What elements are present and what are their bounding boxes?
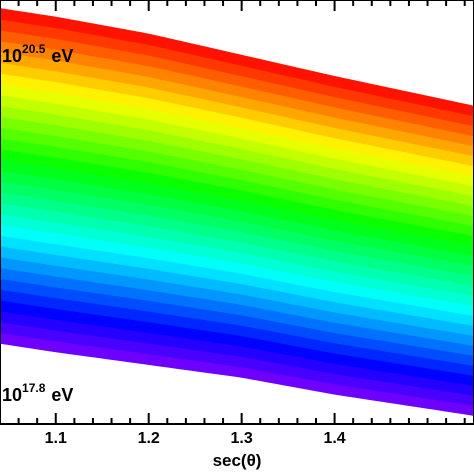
x-axis-label: sec(θ)	[213, 451, 262, 470]
plot-frame	[0, 0, 474, 425]
x-tick-label: 1.4	[323, 430, 345, 447]
x-tick-labels: 1.1 1.2 1.3 1.4	[45, 430, 346, 447]
bottom-energy-label: 1017.8 eV	[2, 381, 73, 405]
energy-band	[0, 8, 474, 117]
x-tick-label: 1.3	[231, 430, 253, 447]
color-bands	[0, 8, 474, 416]
top-energy-label: 1020.5 eV	[2, 42, 73, 66]
x-tick-label: 1.2	[138, 430, 160, 447]
x-tick-label: 1.1	[45, 430, 67, 447]
axis-ticks	[0, 0, 466, 424]
energy-labels: 1020.5 eV 1017.8 eV	[2, 42, 73, 405]
